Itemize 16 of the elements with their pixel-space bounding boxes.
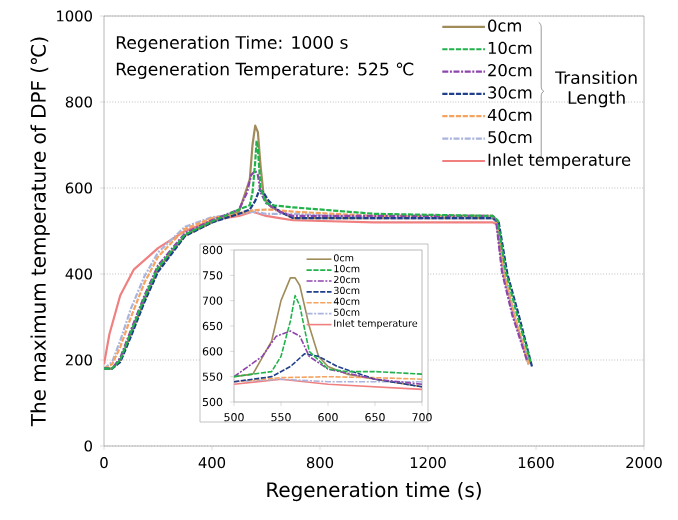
legend-label: 50cm	[488, 130, 532, 144]
line-series	[234, 353, 422, 388]
legend-label: 0cm	[488, 19, 521, 32]
annotation: Regeneration Temperature: 525 ℃	[116, 62, 414, 79]
annotation: Transition Length	[555, 70, 637, 108]
line-series	[234, 277, 422, 388]
annotation: Regeneration Time: 1000 s	[116, 35, 348, 53]
line-series	[234, 330, 422, 386]
legend-label: 30cm	[488, 86, 532, 99]
legend-label: 40cm	[487, 108, 532, 121]
legend-label: 10cm	[488, 41, 532, 55]
x-axis-title: Regeneration time (s)	[267, 481, 481, 502]
legend-label: 20cm	[488, 64, 532, 77]
y-axis-title: The maximum temperature of DPF (℃)	[30, 37, 50, 427]
line-series	[234, 294, 422, 378]
legend-label: Inlet temperature	[488, 153, 631, 170]
